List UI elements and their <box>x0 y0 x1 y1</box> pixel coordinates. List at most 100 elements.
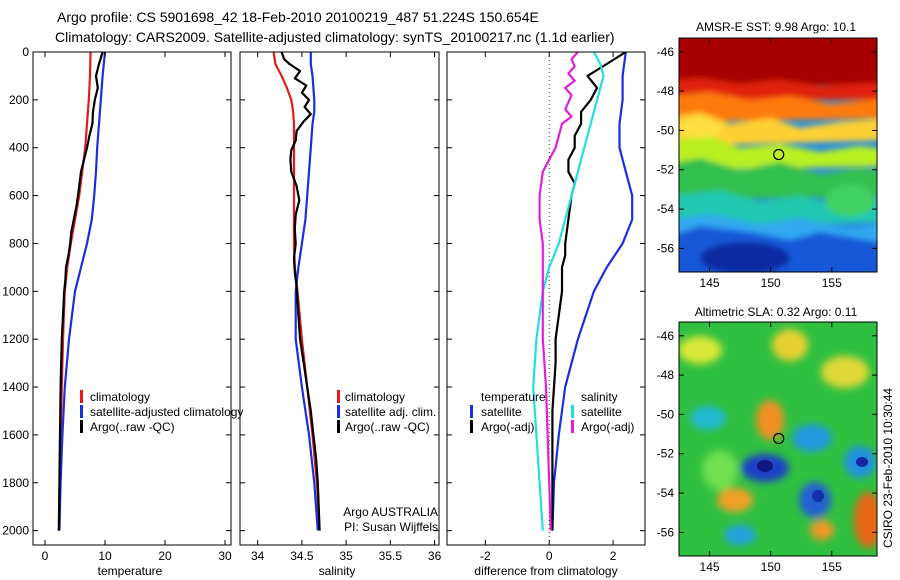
salinity-xlabel: salinity <box>319 564 356 578</box>
salinity-xtick-label: 34 <box>251 549 265 563</box>
sla-orange-blob-2 <box>854 492 877 548</box>
difference-series-salinity-satellite <box>532 52 605 531</box>
temperature-ytick-label: 800 <box>9 236 29 250</box>
temperature-ytick-label: 1200 <box>2 332 29 346</box>
title-line-2: Climatology: CARS2009. Satellite-adjuste… <box>55 29 615 45</box>
sla-cyan-blob-1 <box>690 406 726 430</box>
temperature-ytick-label: 0 <box>22 45 29 59</box>
temperature-series-satellite-adjusted-climatology <box>58 52 107 531</box>
difference-series-salinity-argo-adj <box>538 52 579 531</box>
temperature-xtick-label: 20 <box>158 549 172 563</box>
temperature-ytick-label: 1000 <box>2 284 29 298</box>
sla-map-panel: Altimetric SLA: 0.32 Argo: 0.11 <box>657 305 878 574</box>
temperature-panel: 0 10 20 30 0 200 400 600 800 1000 1200 1400 1600 1800… <box>2 45 243 578</box>
temperature-xlabel: temperature <box>98 564 163 578</box>
salinity-annotation-line-2: PI: Susan Wijffels <box>344 520 438 534</box>
sla-darkblue-core-3 <box>812 490 824 502</box>
temperature-legend-satellite: satellite-adjusted climatology <box>90 405 243 419</box>
title-line-1: Argo profile: CS 5901698_42 18-Feb-2010 … <box>57 9 539 25</box>
difference-xtick-label: 0 <box>546 549 553 563</box>
difference-xtick-label: -2 <box>480 549 491 563</box>
temperature-ytick-label: 1600 <box>2 428 29 442</box>
salinity-legend-climatology: climatology <box>345 390 405 404</box>
sst-band-lime <box>679 136 877 170</box>
sla-map-xtick-label: 155 <box>822 560 842 574</box>
difference-legend-salinity-title: salinity <box>581 390 618 404</box>
sst-map-xtick-label: 150 <box>761 276 781 290</box>
salinity-series-argo-raw-qc <box>280 52 321 531</box>
difference-legend-salinity-argo: Argo(-adj) <box>581 420 634 434</box>
salinity-legend-argo: Argo(..raw -QC) <box>345 420 430 434</box>
sla-argo-location-marker <box>773 432 785 445</box>
salinity-xtick-label: 35 <box>339 549 353 563</box>
sst-band-yellow <box>679 112 877 146</box>
sla-yellow-blob-2 <box>772 329 808 361</box>
temperature-legend: climatology satellite-adjusted climatolo… <box>80 390 243 434</box>
sla-map-xtick-label: 145 <box>700 560 720 574</box>
sla-darkblue-core-1 <box>757 460 773 472</box>
temperature-xtick-label: 0 <box>42 549 49 563</box>
temperature-ytick-label: 200 <box>9 93 29 107</box>
difference-panel: -2 0 2 difference from climatology tempera… <box>446 51 646 578</box>
sla-map-ytick-label: -46 <box>657 329 675 343</box>
salinity-xtick-label: 35.5 <box>379 549 403 563</box>
difference-series-temperature-satellite <box>551 52 634 531</box>
difference-xtick-label: 2 <box>610 549 617 563</box>
sla-orange-blob-1 <box>756 400 784 440</box>
sla-cyan-blob-2 <box>792 424 832 452</box>
temperature-ytick-label: 1400 <box>2 380 29 394</box>
sla-map-ytick-label: -56 <box>657 525 675 539</box>
temperature-ytick-label: 400 <box>9 141 29 155</box>
difference-legend: temperature satellite Argo(-adj) salinit… <box>470 390 634 434</box>
difference-legend-temperature-satellite: satellite <box>481 405 522 419</box>
sst-band-teal <box>679 190 877 226</box>
sla-blue-blob-3 <box>724 525 756 545</box>
sla-orange-blob-4 <box>810 520 834 540</box>
sst-map-xtick-label: 145 <box>700 276 720 290</box>
difference-legend-temperature-title: temperature <box>481 390 546 404</box>
sst-band-darkred <box>679 38 877 85</box>
sla-map-xtick-label: 150 <box>761 560 781 574</box>
footer-credit: CSIRO 23-Feb-2010 10:30:44 <box>881 388 895 548</box>
sst-map-ytick-label: -52 <box>657 163 675 177</box>
sst-map-ytick-label: -50 <box>657 123 675 137</box>
salinity-series-satellite-adj-clim <box>294 52 319 531</box>
difference-legend-temperature-argo: Argo(-adj) <box>481 420 534 434</box>
sst-map-ytick-label: -56 <box>657 241 675 255</box>
salinity-xtick-label: 36 <box>428 549 442 563</box>
sst-map-ytick-label: -46 <box>657 45 675 59</box>
sla-map-title: Altimetric SLA: 0.32 Argo: 0.11 <box>695 305 858 319</box>
salinity-xtick-label: 34.5 <box>290 549 314 563</box>
sla-map-ytick-label: -50 <box>657 407 675 421</box>
temperature-legend-argo: Argo(..raw -QC) <box>90 420 175 434</box>
temperature-series-argo-raw-qc <box>57 52 104 531</box>
salinity-panel: 34 34.5 35 35.5 36 salinity climatology sate… <box>239 51 442 578</box>
sla-map-ytick-label: -52 <box>657 447 675 461</box>
sst-yellow-patch <box>679 118 722 138</box>
salinity-annotation-line-1: Argo AUSTRALIA <box>343 505 438 519</box>
sst-band-green <box>679 158 877 200</box>
sst-band-red <box>679 78 877 100</box>
salinity-legend-satellite: satellite adj. clim. <box>345 405 436 419</box>
sst-map-panel: AMSR-E SST: 9.98 Argo: 10.1 145 150 155 -46… <box>657 20 878 290</box>
sla-darkblue-core-2 <box>856 457 868 467</box>
salinity-legend: climatology satellite adj. clim. Argo(..… <box>337 390 436 434</box>
sla-yellow-blob-3 <box>821 356 869 388</box>
sst-map-title: AMSR-E SST: 9.98 Argo: 10.1 <box>696 20 856 34</box>
temperature-xtick-label: 30 <box>218 549 232 563</box>
sst-band-orange <box>679 92 877 122</box>
sst-map-ytick-label: -54 <box>657 202 675 216</box>
difference-xlabel: difference from climatology <box>474 564 617 578</box>
sla-orange-blob-3 <box>717 488 753 512</box>
sst-map-xtick-label: 155 <box>822 276 842 290</box>
sla-yellow-blob-1 <box>679 336 722 364</box>
sst-argo-location-marker <box>773 148 785 161</box>
temperature-legend-climatology: climatology <box>90 390 150 404</box>
temperature-ytick-label: 1800 <box>2 476 29 490</box>
temperature-xtick-label: 10 <box>98 549 112 563</box>
sla-map-ytick-label: -48 <box>657 368 675 382</box>
sst-green-patch <box>825 184 875 216</box>
sla-lightgreen-blob <box>702 450 738 490</box>
temperature-ytick-label: 2000 <box>2 524 29 538</box>
